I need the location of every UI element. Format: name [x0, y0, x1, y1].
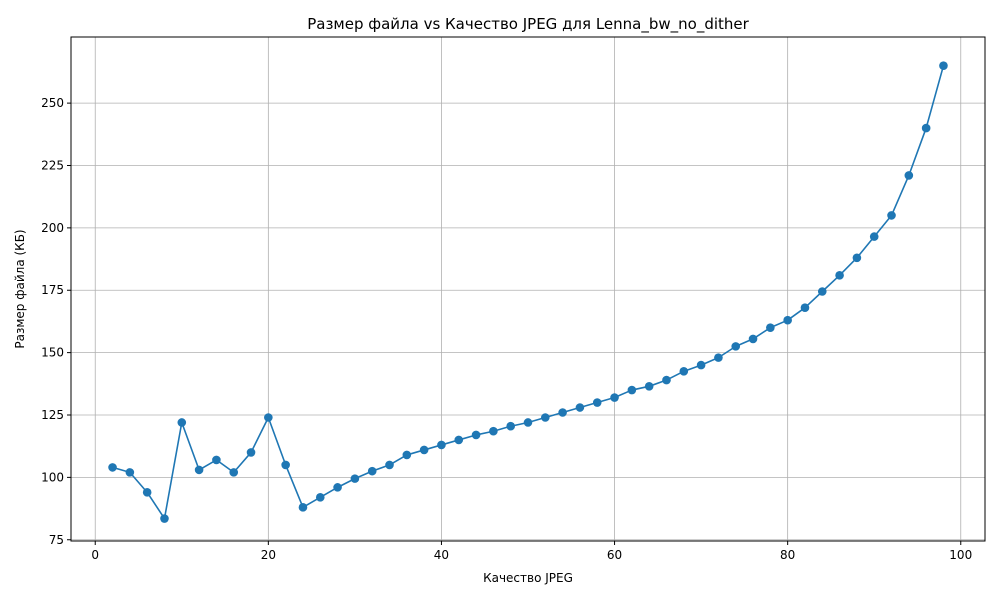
y-tick-label: 200	[41, 221, 64, 235]
data-point	[748, 334, 758, 344]
x-tick-label: 0	[91, 548, 99, 562]
data-point	[627, 385, 637, 395]
y-tick-label: 175	[41, 283, 64, 297]
x-axis-ticks: 0 20 40 60 80 100	[91, 541, 972, 562]
data-point	[333, 483, 342, 492]
data-point	[419, 445, 429, 455]
data-point	[575, 403, 585, 412]
x-tick-label: 20	[261, 548, 276, 562]
chart-title: Размер файла vs Качество JPEG для Lenna_…	[307, 15, 749, 34]
data-point	[610, 393, 619, 402]
data-point	[800, 303, 810, 313]
data-point	[662, 375, 671, 385]
data-point	[177, 418, 187, 427]
data-point	[108, 463, 117, 472]
data-point	[350, 474, 360, 483]
y-tick-label: 150	[41, 346, 64, 360]
data-point	[402, 450, 412, 460]
grid	[71, 37, 985, 541]
data-point	[212, 455, 221, 465]
data-point	[246, 448, 256, 457]
data-point	[592, 398, 602, 407]
data-point	[437, 440, 446, 450]
data-points	[108, 61, 948, 523]
data-point	[766, 323, 775, 332]
data-point	[264, 413, 273, 422]
y-tick-label: 75	[49, 533, 64, 547]
data-point	[315, 493, 325, 502]
y-tick-label: 250	[41, 96, 64, 110]
x-tick-label: 100	[949, 548, 972, 562]
y-axis-ticks: 75 100 125 150 175 200 225 250	[41, 96, 71, 547]
data-point	[558, 408, 567, 417]
data-point	[714, 353, 723, 362]
data-point	[489, 426, 498, 436]
data-point	[160, 514, 169, 523]
data-point	[783, 315, 792, 325]
data-point	[869, 232, 879, 241]
data-point	[281, 460, 290, 470]
y-axis-label: Размер файла (КБ)	[13, 229, 27, 348]
data-point	[817, 287, 827, 296]
data-point	[731, 342, 741, 351]
data-point	[887, 211, 896, 220]
x-tick-label: 80	[780, 548, 795, 562]
y-tick-label: 125	[41, 408, 64, 422]
data-point	[367, 466, 377, 476]
data-point	[835, 270, 844, 280]
data-point	[385, 460, 394, 470]
data-point	[523, 418, 533, 427]
data-point	[939, 61, 948, 70]
data-point	[125, 468, 135, 477]
plot-frame	[70, 36, 986, 542]
data-point	[454, 435, 464, 445]
data-point	[904, 171, 914, 180]
data-point	[644, 382, 654, 391]
x-axis-label: Качество JPEG	[483, 571, 573, 585]
data-point	[471, 430, 481, 440]
data-point	[506, 421, 515, 431]
data-point	[194, 465, 204, 475]
x-tick-label: 40	[434, 548, 449, 562]
data-point	[142, 488, 152, 497]
data-point	[679, 367, 689, 376]
data-point	[298, 503, 308, 512]
data-point	[852, 253, 862, 263]
x-tick-label: 60	[607, 548, 622, 562]
data-point	[696, 360, 706, 370]
y-tick-label: 225	[41, 158, 64, 172]
data-point	[229, 468, 239, 477]
data-point	[541, 413, 550, 422]
data-point	[921, 123, 931, 133]
y-tick-label: 100	[41, 470, 64, 484]
